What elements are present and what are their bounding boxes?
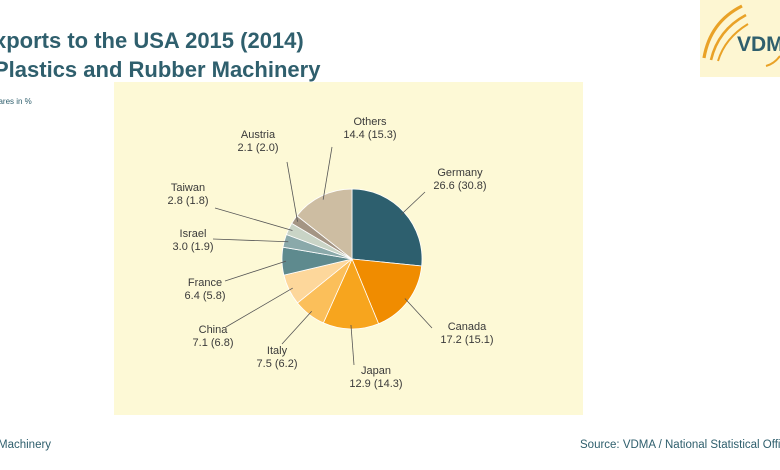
leader-line-france [224, 260, 287, 282]
slice-label-name-italy: Italy [267, 345, 288, 357]
pie-slice-others [296, 188, 353, 260]
leader-line-china [225, 287, 293, 328]
leader-lines [212, 146, 433, 366]
vdma-logo-icon: VDM [700, 0, 780, 77]
slice-label-name-taiwan: Taiwan [171, 182, 205, 194]
leader-line-taiwan [214, 207, 293, 231]
slice-label-value-others: 14.4 (15.3) [343, 129, 396, 141]
title-line-2: Plastics and Rubber Machinery [0, 57, 321, 82]
leader-line-others [322, 146, 333, 200]
slice-label-value-china: 7.1 (6.8) [193, 337, 234, 349]
chart-panel: Germany 26.6 (30.8) Canada 17.2 (15.1) Japan… [114, 82, 583, 415]
pie-slice-germany [351, 188, 423, 267]
slice-label-value-japan: 12.9 (14.3) [349, 378, 402, 390]
slice-label-value-italy: 7.5 (6.2) [257, 358, 298, 370]
slice-label-name-canada: Canada [448, 321, 487, 333]
slice-label-name-austria: Austria [241, 129, 276, 141]
slice-label-value-canada: 17.2 (15.1) [440, 334, 493, 346]
slice-label-name-israel: Israel [180, 228, 207, 240]
vdma-logo: VDM [700, 0, 780, 77]
slice-label-value-israel: 3.0 (1.9) [173, 241, 214, 253]
source-note: Source: VDMA / National Statistical Offi… [580, 439, 780, 451]
logo-text: VDM [737, 33, 780, 56]
footer-left-text: Machinery [0, 439, 52, 451]
pie-slices [281, 188, 423, 330]
logo-arc-4 [765, 55, 780, 67]
slice-label-value-taiwan: 2.8 (1.8) [168, 195, 209, 207]
logo-arc-2 [709, 13, 747, 61]
slice-label-value-germany: 26.6 (30.8) [433, 180, 486, 192]
logo-arc-1 [702, 4, 743, 59]
leader-line-israel [212, 238, 289, 243]
slice-label-value-austria: 2.1 (2.0) [238, 142, 279, 154]
slice-label-value-france: 6.4 (5.8) [185, 290, 226, 302]
slice-label-name-germany: Germany [437, 167, 483, 179]
chart-subtitle: hares in % [0, 97, 32, 106]
slice-label-name-france: France [188, 277, 222, 289]
slice-label-name-japan: Japan [361, 365, 391, 377]
chart-title: xports to the USA 2015 (2014) Plastics a… [0, 26, 320, 84]
pie-slice-canada [351, 258, 423, 325]
logo-background [700, 0, 780, 77]
title-line-1: xports to the USA 2015 (2014) [0, 28, 304, 53]
logo-arc-3 [717, 23, 749, 62]
leader-line-austria [286, 161, 298, 222]
leader-line-italy [281, 311, 313, 345]
slice-label-name-china: China [199, 324, 229, 336]
leader-line-canada [404, 298, 433, 329]
leader-line-japan [350, 324, 355, 366]
slice-label-name-others: Others [353, 116, 387, 128]
leader-line-germany [400, 191, 426, 216]
